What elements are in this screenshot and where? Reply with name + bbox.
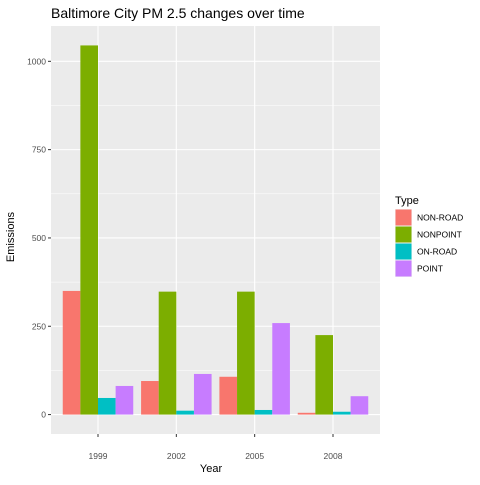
bar-nonpoint-2002	[158, 291, 177, 415]
legend-swatch-non-road	[395, 209, 412, 226]
legend-label: NON-ROAD	[417, 213, 463, 223]
y-tick-label: 0	[41, 410, 46, 420]
bar-point-2005	[272, 323, 290, 415]
bar-point-2008	[350, 396, 369, 415]
legend-swatch-on-road	[395, 243, 412, 260]
y-tick-label: 1000	[27, 56, 46, 66]
bar-nonpoint-2005	[237, 291, 255, 415]
legend-title: Type	[395, 195, 419, 207]
y-tick-label: 750	[32, 145, 46, 155]
y-tick-label: 250	[32, 321, 46, 331]
x-axis-label: Year	[200, 463, 223, 475]
x-tick-label: 2005	[245, 451, 264, 461]
legend-label: POINT	[417, 264, 443, 274]
bar-non-road-1999	[62, 290, 81, 415]
bar-point-1999	[115, 385, 134, 415]
bar-nonpoint-2008	[315, 335, 333, 415]
legend-swatch-point	[395, 260, 412, 277]
bar-on-road-1999	[98, 397, 116, 415]
bar-on-road-2002	[176, 410, 194, 415]
bar-point-2002	[193, 373, 212, 415]
x-axis: 1999 2002 2005 2008	[89, 434, 343, 461]
legend: Type NON-ROAD NONPOINT ON-ROAD POINT	[395, 195, 463, 277]
bar-non-road-2008	[297, 412, 316, 415]
bar-nonpoint-1999	[80, 45, 98, 415]
legend-swatch-nonpoint	[395, 226, 412, 243]
chart-title: Baltimore City PM 2.5 changes over time	[51, 5, 305, 21]
legend-label: ON-ROAD	[417, 247, 457, 257]
bars-group	[62, 45, 369, 415]
x-tick-label: 2002	[167, 451, 186, 461]
bar-on-road-2005	[254, 409, 273, 415]
bar-non-road-2005	[219, 376, 238, 415]
y-tick-label: 500	[32, 233, 46, 243]
bar-on-road-2008	[333, 411, 351, 415]
bar-non-road-2002	[141, 381, 159, 415]
legend-items: NON-ROAD NONPOINT ON-ROAD POINT	[395, 209, 463, 277]
x-tick-label: 1999	[89, 451, 108, 461]
legend-label: NONPOINT	[417, 230, 462, 240]
x-tick-label: 2008	[324, 451, 343, 461]
y-axis-label: Emissions	[5, 211, 17, 262]
y-axis: 0 250 500 750 1000	[27, 56, 51, 420]
